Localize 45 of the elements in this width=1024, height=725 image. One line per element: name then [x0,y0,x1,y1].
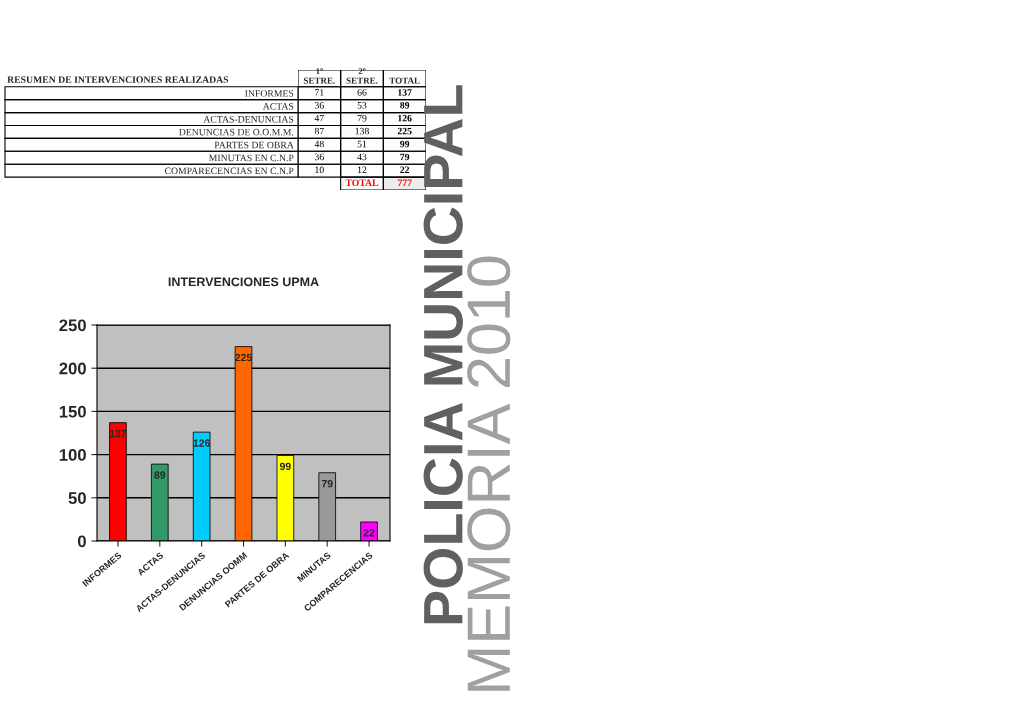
y-tick-label: INFORMES [245,90,294,97]
data-label: 126 [398,114,412,122]
data-label: 79 [357,114,367,122]
data-label: 225 [397,127,412,135]
data-label: 22 [400,166,410,173]
data-label: 12 [357,166,367,173]
data-label: 137 [398,89,412,96]
y-tick-label: MINUTAS EN C.N.P [209,154,294,162]
text: TOTAL [345,179,379,186]
data-label: 36 [314,102,324,109]
data-label: 10 [315,166,324,174]
text: RESUMEN DE INTERVENCIONES REALIZADAS [7,76,229,83]
data-label: 53 [357,102,367,109]
data-label: 79 [400,153,410,161]
data-label: 87 [314,127,324,135]
x-tick-label: TOTAL [389,77,420,84]
y-tick-label: ACTAS-DENUNCIAS [203,115,294,123]
y-tick-label: 0 [77,535,86,548]
y-tick-label: 100 [59,449,86,461]
data-label: 99 [400,140,410,148]
data-label: 99 [279,462,291,471]
y-tick-label: DENUNCIAS DE O.O.M.M. [179,128,294,136]
data-label: 71 [315,89,324,96]
data-label: 66 [357,89,367,96]
y-tick-label: ACTAS [262,103,294,110]
annotation: POLICIA MUNICIPAL [423,85,463,624]
text: MEMORIA 2010 [467,256,511,691]
data-label: 48 [314,140,324,148]
y-tick-label: COMPARECENCIAS EN C.N.P [164,167,294,175]
data-label: 138 [355,127,369,135]
y-tick-label: 150 [59,405,86,418]
data-label: 22 [363,529,375,537]
y-tick-label: 200 [59,362,86,375]
data-label: 51 [357,140,367,148]
data-label: 89 [400,102,410,109]
data-label: 43 [357,153,367,161]
chart-title: INTERVENCIONES UPMA [168,277,319,287]
data-label: 79 [321,479,333,488]
y-tick-label: 50 [68,492,86,504]
y-tick-label: PARTES DE OBRA [214,141,294,149]
data-label: 777 [397,179,412,186]
data-label: 47 [314,114,324,122]
data-label: 36 [314,153,324,161]
data-label: 89 [154,471,166,479]
y-tick-label: 250 [59,319,86,332]
